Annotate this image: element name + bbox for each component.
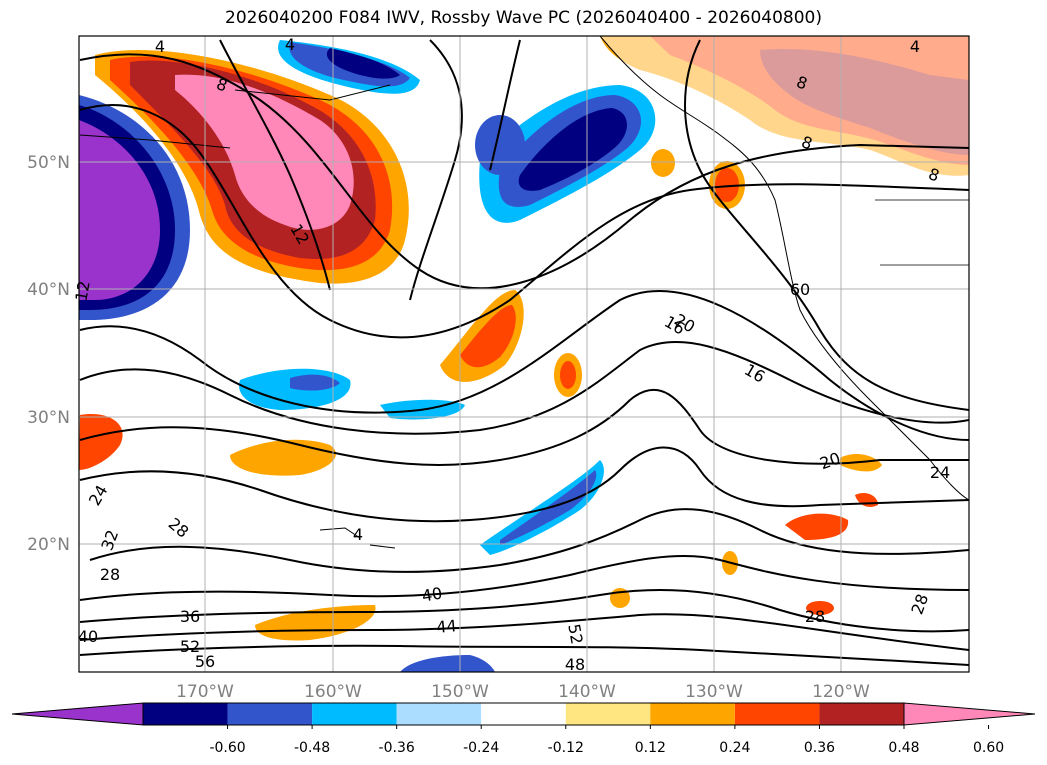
latitude-label: 40°N	[27, 280, 70, 300]
colorbar-extend-high	[903, 702, 1036, 726]
longitude-labels: 170°W 160°W 150°W 140°W 130°W 120°W	[176, 682, 870, 702]
contour-label: 4	[910, 37, 920, 56]
longitude-label: 120°W	[812, 682, 870, 702]
colorbar-extend-low	[11, 702, 144, 726]
longitude-label: 150°W	[431, 682, 489, 702]
colorbar-tick-label: -0.12	[548, 740, 584, 756]
map-gridlines	[79, 36, 969, 672]
contour-label: 44	[436, 616, 458, 637]
colorbar-segment	[650, 703, 735, 725]
colorbar-tick-label: -0.48	[294, 740, 330, 756]
colorbar-segment	[481, 703, 566, 725]
contour-label: 56	[195, 652, 215, 671]
colorbar-tick-label: -0.60	[209, 740, 245, 756]
map-title: 2026040200 F084 IWV, Rossby Wave PC (202…	[225, 8, 822, 28]
contour-label: 40	[78, 627, 98, 646]
contour-label: 60	[790, 280, 810, 299]
colorbar-tick-label: 0.24	[719, 740, 750, 756]
colorbar-segment	[312, 703, 397, 725]
latitude-label: 30°N	[27, 408, 70, 428]
colorbar-segment	[227, 703, 313, 725]
colorbar-segment	[396, 703, 482, 725]
contour-label: 28	[100, 565, 120, 584]
colorbar-tick-label: 0.36	[804, 740, 835, 756]
contour-label: 52	[180, 637, 200, 656]
colorbar-tick-label: 0.12	[635, 740, 666, 756]
contour-label: 4	[285, 35, 295, 54]
colorbar-segment	[734, 703, 820, 725]
colorbar-segment	[819, 703, 904, 725]
colorbar-tick-label: 0.48	[888, 740, 919, 756]
contour-label: 4	[353, 525, 363, 544]
latitude-label: 20°N	[27, 535, 70, 555]
contour-label: 24	[930, 463, 950, 482]
colorbar-tick-label: 0.60	[973, 740, 1004, 756]
contour-label: 28	[805, 607, 825, 626]
iwv-anomaly-shading	[79, 36, 969, 672]
longitude-label: 140°W	[558, 682, 616, 702]
colorbar: -0.60 -0.48 -0.36 -0.24 -0.12 0.12 0.24 0.36 0.4…	[11, 702, 1036, 756]
colorbar-tick-label: -0.36	[379, 740, 415, 756]
longitude-label: 170°W	[176, 682, 234, 702]
longitude-label: 160°W	[304, 682, 362, 702]
latitude-label: 50°N	[27, 153, 70, 173]
map-frame	[78, 35, 970, 673]
contour-label: 4	[155, 37, 165, 56]
contour-label: 40	[420, 583, 443, 605]
colorbar-segment	[143, 703, 228, 725]
latitude-labels: 50°N 40°N 30°N 20°N	[27, 153, 70, 555]
contour-label: 52	[564, 622, 586, 645]
contour-label: 12	[71, 279, 93, 302]
colorbar-outline	[142, 702, 905, 726]
colorbar-tick-label: -0.24	[463, 740, 499, 756]
colorbar-segment	[565, 703, 651, 725]
longitude-label: 130°W	[685, 682, 743, 702]
contour-label: 48	[565, 655, 585, 674]
contour-label: 36	[180, 607, 200, 626]
